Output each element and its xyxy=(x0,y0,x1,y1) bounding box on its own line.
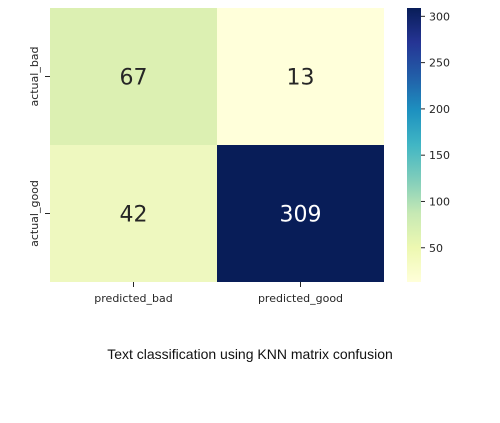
colorbar-tick-label: 300 xyxy=(429,10,450,23)
heatmap-chart: 67 13 42 309 predicted_bad predicted_good ac… xyxy=(28,8,450,305)
colorbar-tick-label: 150 xyxy=(429,149,450,162)
heatmap-cell xyxy=(50,145,217,282)
y-axis: actual_bad actual_good xyxy=(28,46,50,247)
colorbar-tick-label: 50 xyxy=(429,242,443,255)
colorbar-tick-label: 250 xyxy=(429,57,450,70)
heatmap-cell xyxy=(217,145,384,282)
colorbar-tick-label: 100 xyxy=(429,195,450,208)
heatmap-cell xyxy=(50,8,217,145)
y-tick-label: actual_bad xyxy=(28,46,41,106)
colorbar-tick-label: 200 xyxy=(429,103,450,116)
figure-caption: Text classification using KNN matrix con… xyxy=(107,346,393,362)
heatmap-cell-labels: 67 13 42 309 xyxy=(120,66,322,228)
y-tick-label: actual_good xyxy=(28,180,41,247)
colorbar-gradient xyxy=(407,8,421,282)
cell-value-label: 42 xyxy=(120,203,148,228)
x-tick-label: predicted_bad xyxy=(94,292,172,305)
colorbar: 50 100 150 200 250 300 xyxy=(407,8,450,282)
x-axis: predicted_bad predicted_good xyxy=(94,282,343,305)
cell-value-label: 309 xyxy=(280,203,322,228)
cell-value-label: 67 xyxy=(120,66,148,91)
x-tick-label: predicted_good xyxy=(258,292,343,305)
heatmap-cells xyxy=(50,8,384,282)
heatmap-cell xyxy=(217,8,384,145)
cell-value-label: 13 xyxy=(287,66,315,91)
